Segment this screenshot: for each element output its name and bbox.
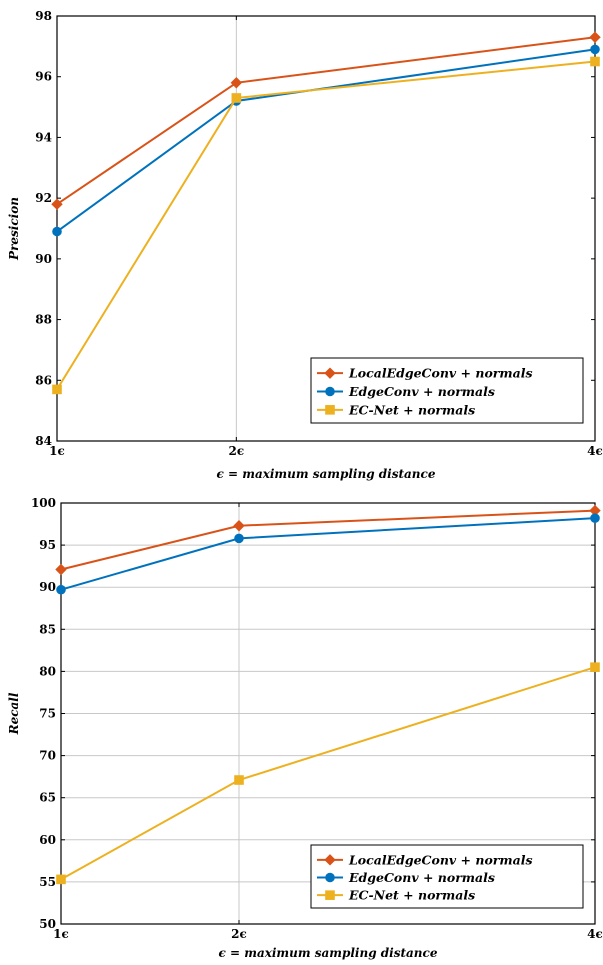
data-point-0-0 bbox=[51, 198, 63, 210]
legend-box bbox=[310, 357, 584, 424]
x-tick-label-2: 4ϵ bbox=[587, 927, 603, 941]
x-axis-label: ϵ = maximum sampling distance bbox=[217, 467, 436, 481]
data-point-1-2 bbox=[590, 513, 600, 523]
legend-label-1: EdgeConv + normals bbox=[348, 870, 495, 885]
y-tick-label-1: 86 bbox=[35, 373, 52, 387]
y-tick-label-0: 50 bbox=[39, 917, 56, 931]
data-point-2-2 bbox=[590, 662, 600, 672]
y-tick-label-3: 65 bbox=[39, 791, 56, 805]
series-line-0 bbox=[60, 509, 596, 571]
legend-label-1: EdgeConv + normals bbox=[348, 384, 495, 399]
chart-panel-1: 84 86 88 90 92 94 96 98 1ϵ 2ϵ 4ϵ ϵ = maximum sampli… bbox=[7, 9, 603, 481]
y-tick-label-7: 85 bbox=[39, 622, 56, 636]
legend-box bbox=[310, 844, 584, 909]
y-tick-label-2: 60 bbox=[39, 833, 56, 847]
chart-panel-2: 50 55 60 65 70 75 80 85 90 95 100 1ϵ 2ϵ 4ϵ ϵ = maximum… bbox=[7, 496, 603, 960]
y-axis-label: Recall bbox=[7, 692, 21, 735]
data-point-0-1 bbox=[233, 520, 245, 532]
series-line-0 bbox=[56, 36, 596, 206]
data-point-1-2 bbox=[590, 44, 600, 55]
legend: LocalEdgeConv + normals EdgeConv + normal… bbox=[310, 844, 584, 909]
data-point-2-1 bbox=[234, 775, 244, 785]
y-tick-label-8: 90 bbox=[39, 580, 56, 594]
legend-swatch-marker-1 bbox=[325, 872, 335, 883]
series-line-1 bbox=[56, 48, 596, 233]
y-tick-label-6: 80 bbox=[39, 664, 56, 678]
x-tick-label-1: 2ϵ bbox=[229, 444, 245, 458]
data-point-0-2 bbox=[589, 31, 601, 43]
data-point-2-0 bbox=[52, 384, 62, 395]
data-point-1-0 bbox=[56, 584, 66, 595]
y-tick-label-1: 55 bbox=[39, 875, 56, 889]
x-tick-label-0: 1ϵ bbox=[49, 444, 65, 458]
y-tick-label-10: 100 bbox=[31, 496, 56, 510]
y-tick-label-7: 98 bbox=[35, 9, 52, 23]
legend-swatch-marker-2 bbox=[325, 405, 335, 415]
y-tick-label-5: 75 bbox=[39, 707, 56, 721]
legend-swatch-marker-0 bbox=[324, 367, 336, 379]
y-tick-label-9: 95 bbox=[39, 538, 56, 552]
y-tick-label-3: 90 bbox=[35, 252, 52, 266]
legend-label-0: LocalEdgeConv + normals bbox=[348, 852, 532, 867]
legend: LocalEdgeConv + normals EdgeConv + normal… bbox=[310, 357, 584, 424]
data-point-1-1 bbox=[234, 533, 244, 544]
legend-swatch-marker-1 bbox=[325, 386, 335, 397]
series-line-1 bbox=[60, 517, 596, 591]
x-tick-label-0: 1ϵ bbox=[53, 927, 69, 941]
y-tick-label-4: 70 bbox=[39, 749, 56, 763]
legend-swatch-marker-0 bbox=[324, 854, 336, 866]
series-line-2 bbox=[56, 60, 596, 390]
data-point-1-0 bbox=[52, 226, 62, 237]
legend-label-2: EC-Net + normals bbox=[348, 402, 475, 417]
y-tick-label-6: 96 bbox=[35, 70, 52, 84]
legend-swatch-marker-2 bbox=[325, 890, 335, 900]
x-tick-label-1: 2ϵ bbox=[231, 927, 247, 941]
data-point-2-0 bbox=[56, 874, 66, 885]
data-point-0-1 bbox=[230, 77, 243, 89]
y-axis-label: Presicion bbox=[7, 197, 21, 261]
data-point-2-1 bbox=[231, 93, 242, 103]
y-tick-label-5: 94 bbox=[35, 130, 52, 144]
y-tick-label-2: 88 bbox=[35, 313, 52, 327]
x-axis-label: ϵ = maximum sampling distance bbox=[219, 946, 438, 960]
legend-label-2: EC-Net + normals bbox=[348, 888, 475, 903]
y-tick-label-0: 84 bbox=[35, 434, 52, 448]
legend-label-0: LocalEdgeConv + normals bbox=[348, 366, 532, 381]
data-point-2-2 bbox=[590, 56, 600, 67]
y-tick-label-4: 92 bbox=[35, 191, 52, 205]
data-point-0-0 bbox=[55, 563, 67, 576]
x-tick-label-2: 4ϵ bbox=[587, 444, 603, 458]
